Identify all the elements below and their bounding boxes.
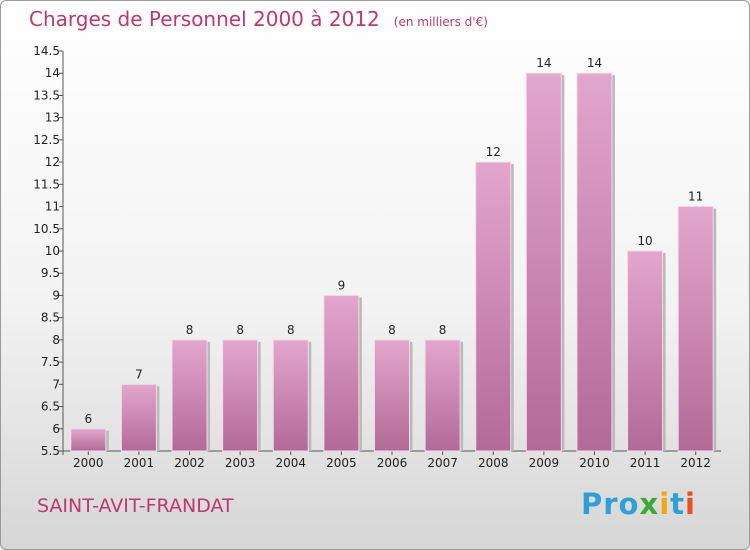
y-tick-label: 11.5 xyxy=(33,177,60,191)
bar xyxy=(171,339,208,452)
x-tick-label: 2000 xyxy=(73,456,104,470)
x-tick-label: 2008 xyxy=(478,456,509,470)
x-tick-label: 2005 xyxy=(326,456,357,470)
y-tick-label: 13 xyxy=(45,111,60,125)
bar-value-label: 8 xyxy=(388,323,396,337)
y-tick-label: 13.5 xyxy=(33,88,60,102)
proxiti-logo: Proxiti xyxy=(581,487,696,521)
logo-part-1: Pro xyxy=(581,487,640,521)
x-tick-label: 2011 xyxy=(630,456,661,470)
x-tick-label: 2004 xyxy=(275,456,306,470)
bar-value-label: 11 xyxy=(688,190,703,204)
bar xyxy=(120,383,157,452)
x-tick-label: 2009 xyxy=(529,456,560,470)
bar xyxy=(374,339,410,452)
bar-value-label: 10 xyxy=(637,234,652,248)
bar-value-label: 14 xyxy=(536,56,551,70)
bar-value-label: 12 xyxy=(486,145,501,159)
x-tick-label: 2007 xyxy=(427,456,458,470)
logo-part-3: i xyxy=(659,487,671,521)
y-tick-label: 9 xyxy=(52,288,60,302)
chart-title-text: Charges de Personnel 2000 à 2012 xyxy=(29,7,380,31)
y-tick-label: 8 xyxy=(52,333,60,347)
y-tick-label: 10.5 xyxy=(33,222,60,236)
x-tick-label: 2002 xyxy=(174,456,205,470)
y-tick-label: 7.5 xyxy=(41,355,60,369)
bar-value-label: 8 xyxy=(186,323,194,337)
bar xyxy=(323,294,360,452)
bar-value-label: 7 xyxy=(135,367,143,381)
bar-value-label: 9 xyxy=(338,278,346,292)
chart-title: Charges de Personnel 2000 à 2012 (en mill… xyxy=(29,7,488,31)
logo-part-5: i xyxy=(685,487,696,521)
bar xyxy=(475,161,512,452)
bar-value-label: 14 xyxy=(587,56,602,70)
bar xyxy=(424,339,461,452)
y-tick-label: 9.5 xyxy=(41,266,60,280)
y-tick-label: 14 xyxy=(45,66,60,80)
bar-value-label: 8 xyxy=(287,323,295,337)
bar-value-label: 8 xyxy=(439,323,447,337)
y-tick-label: 8.5 xyxy=(41,311,60,325)
axes: 5.5 6 6.5 7 7.5 8 8.5 9 9.5 10 10.5 11 11.5 12 12.5 13 1… xyxy=(33,44,721,470)
bar xyxy=(627,250,664,452)
logo-part-4: t xyxy=(670,487,686,521)
bar-value-label: 8 xyxy=(236,323,244,337)
bar xyxy=(576,72,613,452)
bars: 6 7 8 8 8 9 8 8 12 14 14 10 11 xyxy=(70,56,717,452)
bar xyxy=(525,72,562,452)
bar-value-label: 6 xyxy=(84,412,92,426)
bar xyxy=(272,339,309,452)
x-tick-label: 2003 xyxy=(225,456,256,470)
bar xyxy=(677,206,714,452)
x-tick-label: 2010 xyxy=(579,456,610,470)
y-tick-label: 10 xyxy=(45,244,60,258)
y-tick-label: 6 xyxy=(52,422,60,436)
x-tick-label: 2001 xyxy=(124,456,155,470)
y-tick-label: 5.5 xyxy=(41,444,60,458)
y-tick-label: 12.5 xyxy=(33,133,60,147)
commune-name: SAINT-AVIT-FRANDAT xyxy=(37,495,234,517)
x-tick-label: 2006 xyxy=(377,456,408,470)
y-tick-label: 12 xyxy=(45,155,60,169)
y-tick-label: 14.5 xyxy=(33,44,60,58)
y-tick-label: 7 xyxy=(52,377,60,391)
unit-label: (en milliers d'€) xyxy=(393,15,488,29)
y-tick-label: 11 xyxy=(45,200,60,214)
y-tick-label: 6.5 xyxy=(41,400,60,414)
bar xyxy=(222,339,259,452)
logo-part-2: x xyxy=(639,487,660,521)
x-tick-label: 2012 xyxy=(680,456,711,470)
bar xyxy=(70,428,107,452)
